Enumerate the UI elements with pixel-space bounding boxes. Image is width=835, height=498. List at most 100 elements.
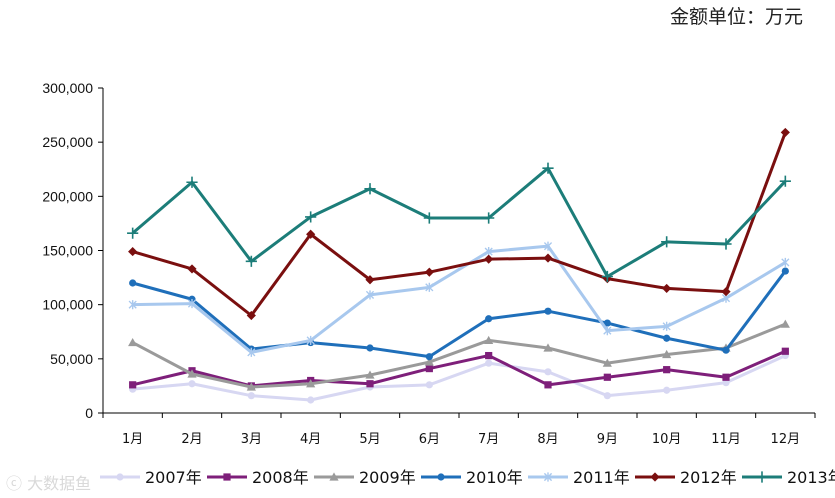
legend-item: 2009年 <box>314 468 416 487</box>
data-point <box>544 368 552 376</box>
legend-item: 2007年 <box>100 468 202 487</box>
x-tick-label: 11月 <box>711 432 741 447</box>
data-point <box>722 373 730 381</box>
series-2007年 <box>129 351 789 404</box>
data-point <box>425 364 433 373</box>
data-point <box>484 254 494 264</box>
data-point <box>306 229 316 239</box>
legend-item: 2011年 <box>528 468 630 487</box>
x-tick-label: 10月 <box>652 432 682 447</box>
x-tick-label: 9月 <box>597 432 618 447</box>
data-point <box>603 326 612 336</box>
series-line <box>132 131 787 317</box>
data-point <box>187 264 197 274</box>
data-point <box>306 379 316 388</box>
legend-label: 2009年 <box>359 468 416 487</box>
legend: 2007年 2008年 2009年 2010年 2011年 2012年 2013年 <box>100 468 835 487</box>
series-line <box>132 244 787 354</box>
data-point <box>306 335 315 346</box>
data-point <box>543 343 553 352</box>
legend-marker <box>543 472 553 482</box>
legend-label: 2012年 <box>680 468 737 487</box>
series-line <box>131 322 786 389</box>
x-tick-label: 8月 <box>537 432 558 447</box>
x-tick-label: 4月 <box>300 432 321 447</box>
data-point <box>542 162 554 174</box>
legend-label: 2008年 <box>252 468 309 487</box>
data-point <box>187 369 197 378</box>
data-point <box>544 307 552 315</box>
data-point <box>661 236 673 248</box>
data-point <box>305 211 317 223</box>
x-tick-label: 5月 <box>359 432 380 447</box>
data-point <box>485 359 493 367</box>
data-point <box>423 212 435 224</box>
data-point <box>720 238 732 250</box>
data-point <box>780 319 790 328</box>
data-point <box>366 344 374 352</box>
data-point <box>246 382 256 391</box>
data-point <box>365 290 375 300</box>
data-point <box>781 347 789 355</box>
data-point <box>128 337 138 347</box>
legend-marker <box>650 472 660 482</box>
series-line <box>132 354 786 402</box>
unit-label: 金额单位：万元 <box>669 6 803 28</box>
series-2012年 <box>128 127 790 321</box>
watermark: ⓒ 大数据鱼 <box>6 474 92 493</box>
data-point <box>246 310 256 321</box>
data-point <box>603 319 611 327</box>
data-point <box>425 282 434 292</box>
data-point <box>484 335 494 345</box>
data-point <box>543 253 553 263</box>
x-tick-label: 1月 <box>122 432 143 447</box>
data-point <box>601 270 613 283</box>
legend-marker <box>223 473 231 481</box>
data-point <box>128 300 137 310</box>
legend-label: 2007年 <box>145 468 202 487</box>
y-tick-label: 150,000 <box>42 243 93 259</box>
x-tick-label: 12月 <box>771 432 801 447</box>
data-point <box>780 127 790 138</box>
data-point <box>662 349 672 359</box>
data-point <box>129 381 137 389</box>
data-point <box>603 373 611 381</box>
series-line <box>132 349 786 388</box>
data-point <box>485 351 493 360</box>
legend-marker <box>116 473 124 481</box>
series-2011年 <box>128 241 790 357</box>
data-point <box>425 381 433 389</box>
data-point <box>602 358 612 367</box>
legend-item: 2010年 <box>421 468 523 487</box>
y-tick-label: 300,000 <box>42 80 93 96</box>
data-point <box>245 255 257 267</box>
x-tick-label: 6月 <box>419 432 440 447</box>
legend-item: 2013年 <box>742 468 835 487</box>
data-point <box>662 321 671 331</box>
data-point <box>603 392 611 400</box>
data-point <box>485 315 493 323</box>
y-tick-label: 200,000 <box>42 188 93 204</box>
data-point <box>247 347 256 357</box>
data-point <box>365 275 375 285</box>
legend-label: 2011年 <box>573 468 630 487</box>
legend-marker <box>437 473 445 481</box>
legend-label: 2013年 <box>787 468 835 487</box>
data-point <box>424 357 434 366</box>
data-point <box>188 380 196 388</box>
data-point <box>721 287 731 297</box>
data-point <box>663 386 671 394</box>
data-point <box>127 227 139 239</box>
data-point <box>722 379 730 387</box>
data-point <box>662 283 672 294</box>
series-2013年 <box>127 162 791 283</box>
data-point <box>781 257 790 268</box>
data-point <box>663 366 671 374</box>
data-point <box>781 267 789 275</box>
data-point <box>424 267 434 277</box>
data-point <box>186 176 198 188</box>
x-tick-label: 2月 <box>181 432 202 447</box>
data-point <box>307 396 315 404</box>
data-point <box>247 392 255 400</box>
